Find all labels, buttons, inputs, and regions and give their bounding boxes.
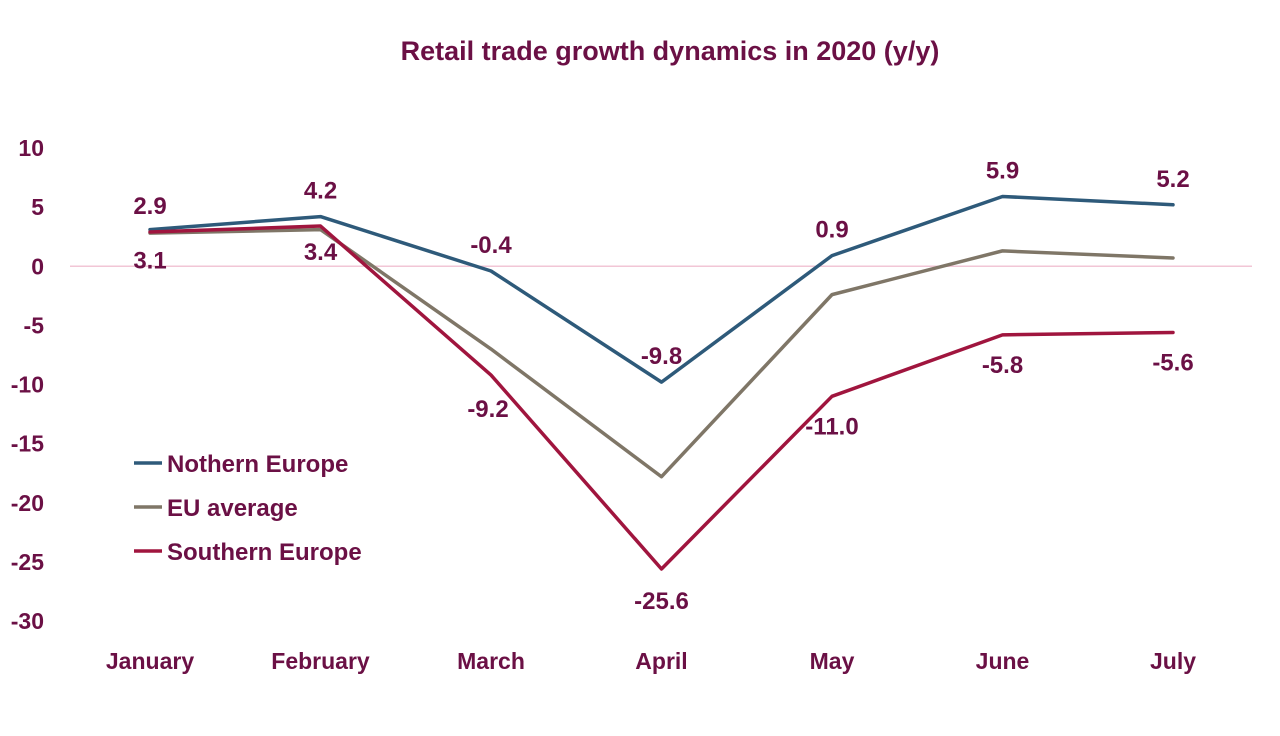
x-tick-label: March — [457, 648, 525, 674]
y-tick-label: -15 — [11, 431, 44, 457]
legend: Nothern Europe EU average Southern Europe — [134, 451, 362, 566]
data-label: 4.2 — [304, 178, 337, 205]
data-label: 3.4 — [304, 239, 338, 266]
y-tick-label: 10 — [18, 135, 44, 161]
data-label: -9.8 — [641, 343, 682, 370]
data-labels: 4.2 -0.4 -9.8 0.9 5.9 5.2 2.9 3.4 -9.2 -25.6 -11.0… — [133, 157, 1193, 614]
data-label: -5.6 — [1152, 349, 1193, 376]
x-axis-ticks: January February March April May June July — [106, 648, 1196, 674]
y-tick-label: -5 — [24, 312, 45, 338]
legend-label: Nothern Europe — [167, 451, 348, 478]
legend-label: EU average — [167, 495, 298, 522]
series-lines — [148, 194, 1175, 571]
y-axis-ticks: 10 5 0 -5 -10 -15 -20 -25 -30 — [11, 135, 44, 634]
y-tick-label: 0 — [31, 253, 44, 279]
x-tick-label: February — [271, 648, 370, 674]
data-label: -11.0 — [805, 413, 858, 440]
y-tick-label: -20 — [11, 490, 44, 516]
data-label: 5.2 — [1156, 166, 1189, 193]
y-tick-label: 5 — [31, 194, 44, 220]
data-label: 3.1 — [133, 248, 166, 275]
x-tick-label: January — [106, 648, 194, 674]
data-label: -25.6 — [634, 588, 689, 615]
data-label: 0.9 — [815, 217, 848, 244]
data-label: -9.2 — [467, 396, 508, 423]
x-tick-label: May — [810, 648, 855, 674]
data-label: -0.4 — [470, 232, 512, 259]
data-label: -5.8 — [982, 352, 1023, 379]
x-tick-label: July — [1150, 648, 1196, 674]
y-tick-label: -30 — [11, 608, 44, 634]
data-label: 2.9 — [133, 193, 166, 220]
data-label: 5.9 — [986, 157, 1019, 184]
chart-title: Retail trade growth dynamics in 2020 (y/… — [401, 36, 940, 66]
y-tick-label: -10 — [11, 372, 44, 398]
series-line-2 — [148, 224, 1175, 571]
x-tick-label: April — [635, 648, 687, 674]
x-tick-label: June — [976, 648, 1030, 674]
legend-label: Southern Europe — [167, 539, 362, 566]
y-tick-label: -25 — [11, 549, 44, 575]
